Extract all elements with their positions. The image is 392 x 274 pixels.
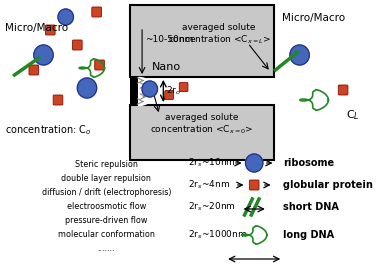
Text: 2r$_s$~1000nm: 2r$_s$~1000nm bbox=[189, 229, 248, 241]
Text: Steric repulsion: Steric repulsion bbox=[75, 160, 138, 169]
Text: C$_L$: C$_L$ bbox=[346, 108, 360, 122]
FancyBboxPatch shape bbox=[338, 85, 348, 95]
Text: 2r$_s$~4nm: 2r$_s$~4nm bbox=[189, 179, 230, 191]
Text: Micro/Macro: Micro/Macro bbox=[282, 13, 345, 23]
Text: ~10-50nm: ~10-50nm bbox=[145, 35, 193, 44]
FancyBboxPatch shape bbox=[92, 7, 102, 17]
Bar bbox=[131, 105, 274, 160]
Circle shape bbox=[142, 81, 158, 97]
Text: diffusion / drift (electrophoresis): diffusion / drift (electrophoresis) bbox=[42, 188, 171, 197]
FancyBboxPatch shape bbox=[45, 25, 55, 35]
FancyBboxPatch shape bbox=[95, 60, 104, 70]
Circle shape bbox=[58, 9, 73, 25]
Text: Micro/Macro: Micro/Macro bbox=[5, 23, 68, 33]
Text: ribosome: ribosome bbox=[283, 158, 334, 168]
Text: globular protein: globular protein bbox=[283, 180, 373, 190]
Text: 2r$_s$~10nm: 2r$_s$~10nm bbox=[189, 157, 236, 169]
FancyBboxPatch shape bbox=[165, 90, 174, 99]
Text: .......: ....... bbox=[98, 244, 115, 253]
Text: pressure-driven flow: pressure-driven flow bbox=[65, 216, 147, 225]
Circle shape bbox=[34, 45, 53, 65]
Circle shape bbox=[77, 78, 97, 98]
Circle shape bbox=[290, 45, 309, 65]
Text: molecular conformation: molecular conformation bbox=[58, 230, 155, 239]
Text: 2r$_s$~20nm: 2r$_s$~20nm bbox=[189, 201, 236, 213]
Text: electroosmotic flow: electroosmotic flow bbox=[67, 202, 146, 211]
Text: Nano: Nano bbox=[152, 62, 181, 72]
Text: short DNA: short DNA bbox=[283, 202, 339, 212]
FancyBboxPatch shape bbox=[179, 82, 188, 92]
Text: double layer repulsion: double layer repulsion bbox=[62, 174, 151, 183]
Text: 2r$_o$: 2r$_o$ bbox=[166, 85, 181, 97]
Text: long DNA: long DNA bbox=[283, 230, 334, 240]
Text: averaged solute
concentration <C$_{x=0}$>: averaged solute concentration <C$_{x=0}$… bbox=[150, 113, 254, 136]
Text: averaged solute
concentration <C$_{x=L}$>: averaged solute concentration <C$_{x=L}$… bbox=[168, 23, 270, 46]
FancyBboxPatch shape bbox=[73, 40, 82, 50]
Bar bbox=[131, 5, 274, 77]
Circle shape bbox=[245, 154, 263, 172]
Bar bbox=[131, 77, 138, 105]
FancyBboxPatch shape bbox=[29, 65, 39, 75]
FancyBboxPatch shape bbox=[53, 95, 63, 105]
Text: concentration: C$_o$: concentration: C$_o$ bbox=[5, 123, 91, 137]
FancyBboxPatch shape bbox=[249, 180, 259, 190]
